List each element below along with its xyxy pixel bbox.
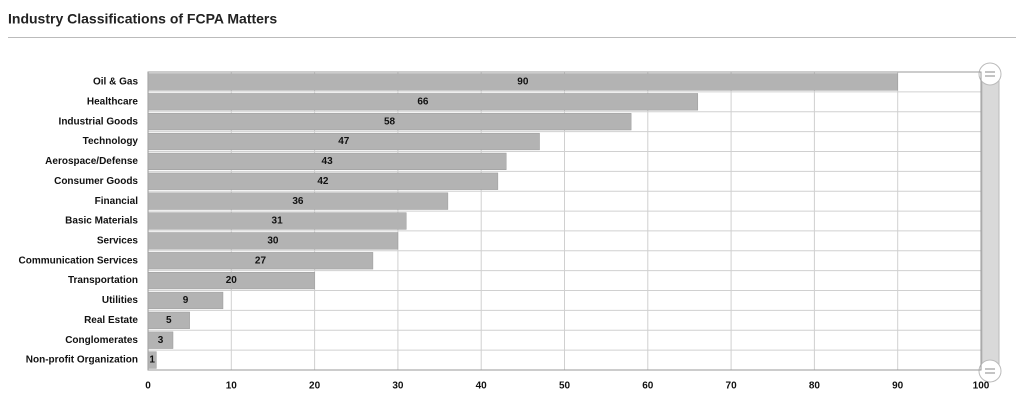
value-label: 58 xyxy=(384,116,396,127)
value-label: 20 xyxy=(226,275,238,286)
bar xyxy=(147,272,315,290)
scroll-track[interactable] xyxy=(981,73,1000,372)
x-tick-label: 0 xyxy=(145,381,151,392)
value-label: 3 xyxy=(158,335,164,346)
x-tick-label: 70 xyxy=(726,381,738,392)
y-tick-label: Aerospace/Defense xyxy=(45,156,138,167)
y-tick-label: Oil & Gas xyxy=(93,77,138,88)
y-tick-label: Consumer Goods xyxy=(54,176,138,187)
y-tick-label: Industrial Goods xyxy=(59,116,139,127)
value-label: 9 xyxy=(183,295,189,306)
value-label: 31 xyxy=(272,216,284,227)
x-tick-label: 30 xyxy=(392,381,404,392)
x-tick-label: 90 xyxy=(892,381,904,392)
chart-title: Industry Classifications of FCPA Matters xyxy=(8,11,277,27)
bar xyxy=(147,113,632,131)
scrollbar[interactable] xyxy=(978,62,1002,383)
value-label: 43 xyxy=(322,156,334,167)
value-label: 5 xyxy=(166,315,172,326)
bar xyxy=(147,351,157,369)
value-label: 66 xyxy=(417,96,429,107)
y-tick-label: Technology xyxy=(83,136,139,147)
x-tick-label: 60 xyxy=(642,381,654,392)
bar xyxy=(147,192,449,210)
value-label: 47 xyxy=(338,136,350,147)
bar xyxy=(147,73,898,91)
value-label: 36 xyxy=(292,196,304,207)
scroll-handle-bottom[interactable] xyxy=(978,359,1002,383)
bar xyxy=(147,93,699,111)
x-tick-label: 40 xyxy=(476,381,488,392)
bar xyxy=(147,291,224,310)
bar xyxy=(147,132,540,151)
y-tick-label: Non-profit Organization xyxy=(26,355,138,366)
y-tick-label: Services xyxy=(97,236,139,247)
y-tick-label: Conglomerates xyxy=(65,335,138,346)
y-tick-label: Financial xyxy=(95,196,139,207)
bar xyxy=(147,152,507,170)
x-tick-label: 50 xyxy=(559,381,571,392)
value-label: 1 xyxy=(149,355,155,366)
x-tick-label: 100 xyxy=(973,381,990,392)
scroll-handle-top[interactable] xyxy=(978,62,1002,86)
x-tick-label: 20 xyxy=(309,381,321,392)
bar xyxy=(147,172,499,190)
y-tick-label: Basic Materials xyxy=(65,216,138,227)
bar xyxy=(147,252,374,270)
bar xyxy=(147,311,190,329)
y-tick-label: Healthcare xyxy=(87,96,139,107)
bar xyxy=(147,232,399,250)
bar xyxy=(147,331,174,349)
x-tick-label: 80 xyxy=(809,381,821,392)
y-tick-label: Real Estate xyxy=(84,315,138,326)
bar xyxy=(147,212,407,230)
value-label: 27 xyxy=(255,255,267,266)
x-tick-label: 10 xyxy=(226,381,238,392)
value-label: 42 xyxy=(317,176,329,187)
y-tick-label: Communication Services xyxy=(19,255,139,266)
value-label: 30 xyxy=(267,236,279,247)
value-label: 90 xyxy=(517,77,529,88)
y-tick-label: Transportation xyxy=(68,275,138,286)
y-tick-label: Utilities xyxy=(102,295,139,306)
